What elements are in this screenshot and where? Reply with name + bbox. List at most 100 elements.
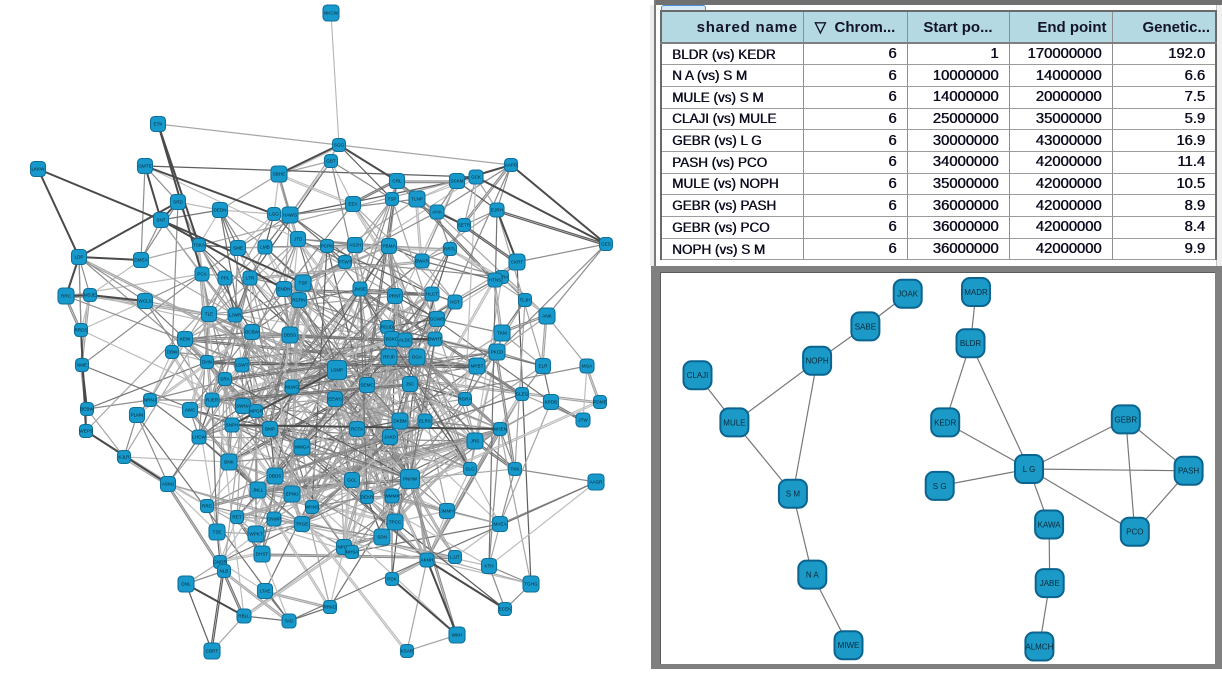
svg-text:KJLR: KJLR: [118, 455, 130, 460]
svg-text:MULE: MULE: [723, 418, 745, 427]
svg-text:NKCW: NKCW: [324, 11, 339, 16]
svg-text:S M: S M: [786, 490, 801, 499]
svg-text:WCLS: WCLS: [138, 299, 151, 304]
svg-text:TLE: TLE: [205, 312, 213, 317]
svg-text:WHNS: WHNS: [305, 505, 319, 510]
svg-text:PBMA: PBMA: [382, 244, 396, 249]
svg-text:DMEA: DMEA: [134, 258, 148, 263]
svg-text:JRS: JRS: [471, 439, 480, 444]
svg-text:BMP: BMP: [265, 427, 275, 432]
svg-text:LDP: LDP: [75, 255, 84, 260]
svg-text:LTR: LTR: [246, 276, 255, 281]
svg-text:ELRS: ELRS: [419, 419, 431, 424]
svg-text:AKNH: AKNH: [421, 558, 434, 563]
svg-text:GMTE: GMTE: [138, 164, 151, 169]
svg-text:SGG: SGG: [334, 143, 345, 148]
svg-text:ELR: ELR: [539, 364, 549, 369]
svg-text:WPKT: WPKT: [249, 532, 262, 537]
svg-text:SNT: SNT: [156, 218, 165, 223]
svg-text:ECEK: ECEK: [499, 607, 512, 612]
svg-text:PASH: PASH: [1178, 467, 1199, 476]
svg-text:TGHG: TGHG: [524, 582, 538, 587]
svg-text:LKKW: LKKW: [31, 167, 45, 172]
svg-text:HTNS: HTNS: [489, 278, 502, 283]
svg-text:CNWP: CNWP: [267, 517, 281, 522]
svg-text:SDN: SDN: [377, 535, 387, 540]
svg-text:MSJE: MSJE: [84, 293, 96, 298]
svg-text:PPL: PPL: [221, 276, 230, 281]
svg-text:EEA: EEA: [348, 202, 358, 207]
svg-text:RGRA: RGRA: [458, 397, 472, 402]
svg-text:AWC: AWC: [185, 408, 196, 413]
svg-text:SLG: SLG: [465, 467, 475, 472]
svg-text:AAPD: AAPD: [505, 163, 518, 168]
svg-text:GNDR: GNDR: [213, 560, 227, 565]
svg-text:JMMH: JMMH: [440, 509, 453, 514]
svg-text:WHEN: WHEN: [493, 427, 507, 432]
svg-text:NLB: NLB: [220, 569, 229, 574]
svg-text:TLNP: TLNP: [411, 197, 423, 202]
svg-text:ASJH: ASJH: [349, 243, 361, 248]
svg-text:JTD: JTD: [294, 237, 303, 242]
svg-text:NOPH: NOPH: [806, 357, 829, 366]
svg-text:PCPK: PCPK: [321, 244, 334, 249]
svg-text:MLWG: MLWG: [285, 385, 299, 390]
svg-text:ASMJ: ASMJ: [162, 482, 174, 487]
svg-text:RCRN: RCRN: [292, 298, 305, 303]
svg-text:PKCD: PKCD: [491, 350, 504, 355]
svg-text:ANK: ANK: [542, 314, 552, 319]
svg-text:WEPS: WEPS: [79, 429, 93, 434]
svg-text:EEWS: EEWS: [328, 397, 342, 402]
svg-text:NRNJ: NRNJ: [144, 398, 156, 403]
svg-text:ETK: ETK: [154, 122, 164, 127]
svg-text:ALDC: ALDC: [399, 338, 412, 343]
svg-text:DBDS: DBDS: [269, 474, 282, 479]
svg-text:S G: S G: [933, 482, 947, 491]
svg-text:RRC: RRC: [202, 504, 213, 509]
svg-text:SNPH: SNPH: [226, 423, 239, 428]
svg-text:KSAR: KSAR: [401, 649, 414, 654]
svg-text:RET: RET: [232, 515, 241, 520]
svg-text:MGA: MGA: [582, 364, 593, 369]
svg-text:SME: SME: [233, 246, 243, 251]
svg-text:MPBT: MPBT: [471, 364, 484, 369]
svg-text:TSE: TSE: [213, 530, 222, 535]
svg-text:GGWB: GGWB: [430, 317, 445, 322]
svg-text:ALMCH: ALMCH: [1025, 642, 1053, 651]
svg-text:WKH: WKH: [452, 633, 463, 638]
svg-text:PRNT: PRNT: [389, 294, 402, 299]
svg-text:GEBR: GEBR: [1114, 415, 1137, 424]
svg-text:JSC: JSC: [406, 382, 415, 387]
svg-text:BWAR: BWAR: [415, 259, 429, 264]
svg-text:TRGE: TRGE: [296, 522, 309, 527]
svg-text:RRKD: RRKD: [323, 605, 337, 610]
svg-text:LHCW: LHCW: [192, 435, 206, 440]
svg-text:LSMP: LSMP: [331, 368, 344, 373]
svg-text:AHA: AHA: [432, 210, 442, 215]
svg-text:KEW: KEW: [180, 337, 191, 342]
svg-text:CRL: CRL: [392, 179, 402, 184]
svg-text:TSKA: TSKA: [193, 243, 206, 248]
svg-text:TKK: TKK: [511, 467, 521, 472]
svg-text:WMMK: WMMK: [384, 494, 400, 499]
svg-text:BLDR: BLDR: [960, 339, 982, 348]
svg-text:NPGA: NPGA: [337, 545, 351, 550]
svg-text:DGA: DGA: [412, 355, 423, 360]
svg-text:GCL: GCL: [347, 478, 357, 483]
svg-text:JOAK: JOAK: [897, 290, 919, 299]
svg-text:TSP: TSP: [299, 281, 308, 286]
svg-text:SABE: SABE: [855, 322, 876, 331]
svg-text:DNL: DNL: [181, 582, 191, 587]
svg-text:TSP: TSP: [388, 197, 397, 202]
svg-text:MPGR: MPGR: [249, 409, 263, 414]
svg-text:HGT: HGT: [450, 300, 460, 305]
svg-text:RDJD: RDJD: [381, 325, 394, 330]
svg-text:RRDS: RRDS: [74, 328, 87, 333]
svg-text:EJRH: EJRH: [491, 208, 503, 213]
svg-text:LJWR: LJWR: [229, 313, 242, 318]
svg-text:RRTL: RRTL: [444, 247, 456, 252]
svg-text:AAGR: AAGR: [589, 480, 603, 485]
svg-text:RPJP: RPJP: [383, 355, 395, 360]
svg-text:RBLL: RBLL: [238, 614, 250, 619]
svg-text:KTH: KTH: [484, 564, 493, 569]
